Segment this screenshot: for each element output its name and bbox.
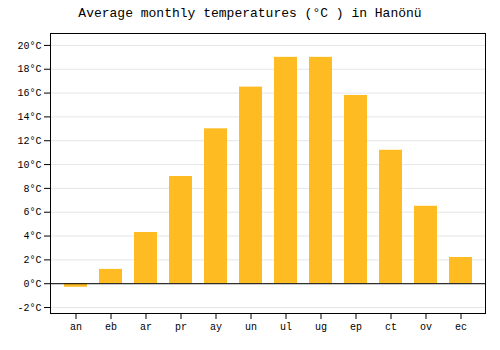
svg-text:ct: ct (385, 322, 397, 333)
svg-text:ep: ep (350, 322, 362, 333)
svg-text:0°C: 0°C (23, 279, 41, 290)
svg-text:ug: ug (315, 322, 327, 333)
svg-text:14°C: 14°C (17, 112, 41, 123)
svg-text:un: un (245, 322, 257, 333)
svg-text:ay: ay (210, 322, 222, 333)
svg-text:ec: ec (455, 322, 467, 333)
svg-text:ov: ov (420, 322, 432, 333)
svg-text:an: an (70, 322, 82, 333)
svg-text:4°C: 4°C (23, 231, 41, 242)
svg-text:10°C: 10°C (17, 160, 41, 171)
svg-text:eb: eb (105, 322, 117, 333)
svg-text:18°C: 18°C (17, 64, 41, 75)
svg-text:6°C: 6°C (23, 207, 41, 218)
svg-text:ar: ar (140, 322, 152, 333)
svg-text:8°C: 8°C (23, 184, 41, 195)
html-text:Average monthly temperatures (: Average monthly temperatures (°C ) in Ha… (78, 6, 422, 21)
svg-text:20°C: 20°C (17, 41, 41, 52)
svg-text:ul: ul (280, 322, 292, 333)
svg-text:2°C: 2°C (23, 255, 41, 266)
svg-text:16°C: 16°C (17, 88, 41, 99)
svg-text:-2°C: -2°C (17, 303, 41, 314)
svg-text:pr: pr (175, 322, 187, 333)
svg-text:12°C: 12°C (17, 136, 41, 147)
